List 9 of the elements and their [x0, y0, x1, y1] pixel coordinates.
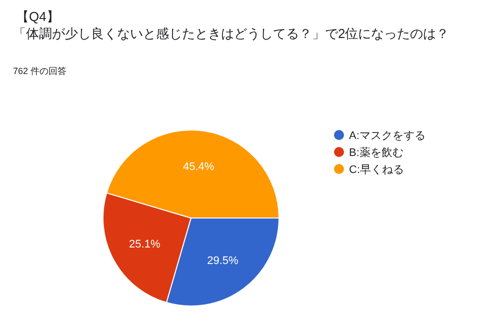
data-label: 25.1% [129, 238, 160, 250]
chart-subtitle: 「体調が少し良くないと感じたときはどうしてる？」で2位になったのは？ [13, 25, 450, 43]
legend-label: A:マスクをする [349, 130, 426, 142]
legend-label: B:薬を飲む [349, 146, 404, 159]
text: 762 件の回答 [13, 65, 67, 78]
data-label: 45.4% [183, 160, 214, 173]
chart-title: 【Q4】 [16, 8, 60, 25]
legend-label: C:早くねる [349, 164, 404, 176]
data-label: 29.5% [207, 255, 239, 268]
